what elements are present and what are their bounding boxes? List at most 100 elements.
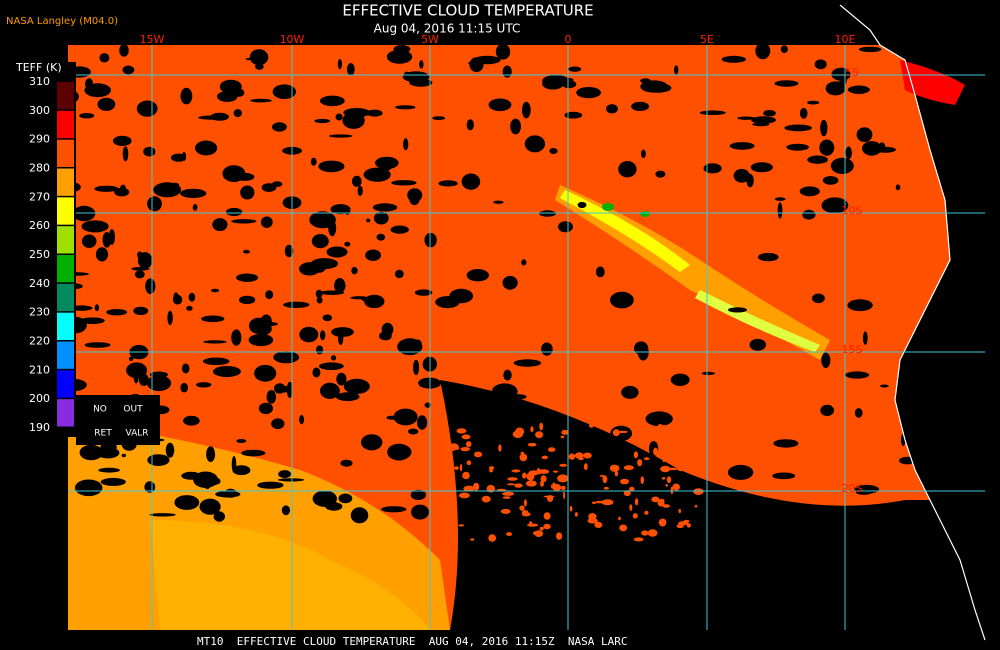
clear-gap	[733, 168, 750, 183]
clear-gap	[620, 478, 629, 485]
clear-gap	[372, 203, 398, 212]
clear-gap	[527, 523, 539, 527]
clear-gap	[500, 508, 511, 514]
legend-tick: 190	[29, 421, 50, 434]
clear-gap	[325, 502, 343, 511]
clear-gap	[854, 408, 863, 418]
clear-gap	[685, 444, 697, 451]
clear-gap	[674, 65, 679, 75]
clear-gaps	[59, 42, 916, 542]
warm-cloud-region	[150, 520, 430, 630]
clear-gap	[258, 402, 273, 415]
clear-gap	[774, 80, 799, 87]
clear-gap	[564, 111, 583, 119]
clear-gap	[240, 185, 255, 200]
clear-gap	[460, 447, 471, 452]
clear-gap	[232, 465, 251, 476]
clear-gap	[751, 116, 776, 124]
clear-gap	[149, 513, 176, 517]
clear-gap	[336, 372, 347, 386]
clear-gap	[393, 408, 418, 426]
clear-gap	[666, 476, 672, 484]
clear-gap	[387, 443, 411, 461]
clear-gap	[644, 510, 649, 515]
clear-gap	[601, 499, 614, 506]
clear-gap	[540, 475, 547, 483]
clear-gap	[361, 296, 381, 303]
clear-gap	[100, 477, 126, 486]
clear-gap	[474, 451, 483, 458]
clear-gap	[134, 270, 145, 279]
clear-gap	[773, 439, 799, 448]
clear-gap	[556, 532, 563, 540]
clear-gap	[328, 134, 353, 138]
clear-gap	[758, 252, 779, 262]
clear-gap	[394, 269, 404, 279]
clear-gap	[543, 512, 551, 520]
clear-gap	[284, 244, 294, 258]
clear-gap	[493, 200, 504, 204]
clear-gap	[563, 491, 566, 500]
clear-gap	[180, 87, 193, 105]
clear-gap	[498, 444, 502, 452]
clear-gap	[799, 107, 808, 119]
clear-gap	[212, 218, 228, 232]
clear-gap	[414, 339, 422, 350]
clear-gap	[873, 146, 896, 153]
clear-gap	[519, 505, 525, 511]
clear-gap	[153, 182, 182, 198]
clear-gap	[180, 188, 207, 198]
high-cloud-band	[695, 290, 820, 352]
clear-gap	[174, 495, 200, 510]
clear-gap	[213, 511, 225, 522]
clear-gap	[507, 477, 518, 481]
legend-tick: 200	[29, 392, 50, 405]
clear-gap	[703, 163, 722, 174]
clear-gap	[79, 113, 95, 119]
clear-gap	[503, 369, 512, 381]
clear-gap	[449, 288, 474, 304]
clear-gap	[614, 470, 619, 477]
clear-gap	[618, 161, 637, 178]
clear-gap	[666, 443, 672, 448]
cold-cloud	[602, 203, 614, 211]
clear-gap	[444, 446, 456, 452]
clear-gap	[513, 359, 542, 367]
clear-gap	[312, 260, 327, 273]
clear-gap	[319, 95, 345, 107]
clear-gap	[820, 119, 828, 137]
satellite-imagery	[68, 0, 1000, 650]
clear-gap	[521, 101, 531, 119]
clear-gap	[845, 371, 870, 379]
clear-gap	[683, 453, 687, 460]
clear-gap	[456, 428, 467, 434]
clear-gap	[508, 394, 527, 400]
clear-gap	[235, 172, 255, 181]
clear-gap	[799, 186, 820, 197]
credit: NASA Langley (M04.0)	[6, 16, 118, 27]
clear-gap	[81, 234, 97, 248]
legend-tick: 270	[29, 190, 50, 203]
clear-gap	[583, 463, 588, 471]
legend-tick: 260	[29, 219, 50, 232]
clear-gap	[845, 146, 852, 160]
clear-gap	[403, 138, 409, 151]
clear-gap	[94, 185, 119, 192]
clear-gap	[802, 209, 816, 220]
clear-gap	[880, 384, 889, 388]
clear-gap	[468, 61, 478, 65]
clear-gap	[344, 241, 351, 247]
clear-gap	[786, 143, 809, 151]
legend-swatch	[57, 255, 74, 283]
clear-gap	[777, 202, 783, 219]
latitude-label: 5S	[845, 66, 859, 79]
clear-gap	[561, 80, 577, 89]
clear-gap	[559, 463, 568, 467]
clear-gap	[231, 219, 257, 224]
clear-gap	[196, 382, 212, 388]
clear-gap	[665, 425, 672, 432]
clear-gap	[524, 135, 546, 153]
longitude-label: 15W	[140, 33, 165, 46]
clear-gap	[170, 153, 187, 162]
clear-gap	[538, 469, 550, 474]
